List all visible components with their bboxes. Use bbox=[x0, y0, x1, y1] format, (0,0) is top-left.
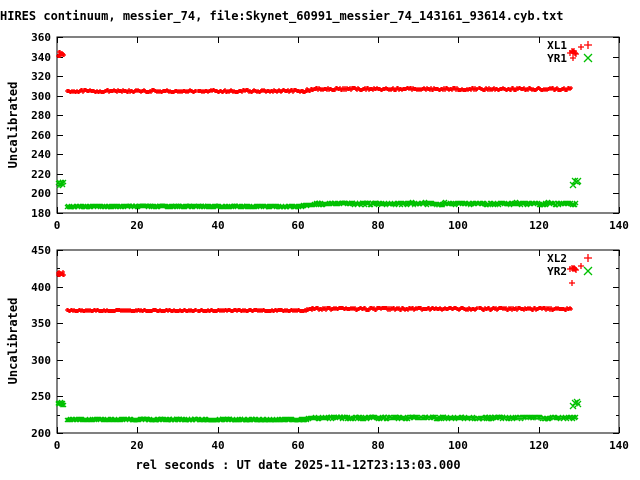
svg-text:280: 280 bbox=[31, 109, 51, 122]
svg-text:20: 20 bbox=[130, 219, 143, 232]
svg-text:300: 300 bbox=[31, 90, 51, 103]
series-YR2 bbox=[55, 398, 582, 423]
svg-text:320: 320 bbox=[31, 70, 51, 83]
svg-text:YR1: YR1 bbox=[547, 52, 567, 65]
plot-frame bbox=[56, 249, 620, 434]
chart-title: HIRES continuum, messier_74, file:Skynet… bbox=[0, 9, 564, 23]
svg-text:0: 0 bbox=[54, 439, 61, 452]
svg-text:120: 120 bbox=[529, 439, 549, 452]
svg-text:0: 0 bbox=[54, 219, 61, 232]
svg-text:220: 220 bbox=[31, 168, 51, 181]
svg-text:350: 350 bbox=[31, 317, 51, 330]
svg-text:XL2: XL2 bbox=[547, 252, 567, 265]
svg-text:240: 240 bbox=[31, 148, 51, 161]
svg-text:80: 80 bbox=[371, 439, 384, 452]
series-YR1 bbox=[55, 177, 582, 210]
svg-text:20: 20 bbox=[130, 439, 143, 452]
legend-item-YR1: YR1 bbox=[547, 52, 593, 65]
x-axis-label: rel seconds : UT date 2025-11-12T23:13:0… bbox=[135, 458, 461, 472]
svg-text:340: 340 bbox=[31, 51, 51, 64]
svg-text:80: 80 bbox=[371, 219, 384, 232]
tick-labels: 0 20 40 60 80 100 120 140 180 200 220 240 260 280 300 3… bbox=[31, 31, 629, 232]
cross-marker-icon bbox=[583, 266, 593, 276]
svg-text:360: 360 bbox=[31, 31, 51, 44]
svg-text:180: 180 bbox=[31, 207, 51, 220]
plus-marker-icon bbox=[584, 41, 592, 49]
series-XL2 bbox=[56, 263, 584, 313]
svg-text:260: 260 bbox=[31, 129, 51, 142]
legend-item-XL1: XL1 bbox=[547, 39, 592, 52]
svg-text:YR2: YR2 bbox=[547, 265, 567, 278]
plus-marker-icon bbox=[584, 254, 592, 262]
cross-marker-icon bbox=[583, 53, 593, 63]
svg-text:100: 100 bbox=[448, 219, 468, 232]
svg-text:200: 200 bbox=[31, 187, 51, 200]
svg-text:200: 200 bbox=[31, 427, 51, 440]
svg-text:250: 250 bbox=[31, 390, 51, 403]
svg-text:40: 40 bbox=[211, 439, 224, 452]
svg-text:120: 120 bbox=[529, 219, 549, 232]
svg-text:100: 100 bbox=[448, 439, 468, 452]
svg-text:300: 300 bbox=[31, 354, 51, 367]
plot-2: 0 20 40 60 80 100 120 140 200 250 300 350 400 450 XL2Y… bbox=[31, 244, 629, 452]
svg-text:60: 60 bbox=[291, 219, 304, 232]
svg-text:400: 400 bbox=[31, 281, 51, 294]
svg-text:60: 60 bbox=[291, 439, 304, 452]
plot-frame bbox=[56, 36, 620, 214]
series-XL1 bbox=[56, 44, 584, 94]
svg-text:140: 140 bbox=[609, 439, 629, 452]
svg-text:XL1: XL1 bbox=[547, 39, 567, 52]
legend-item-XL2: XL2 bbox=[547, 252, 592, 265]
legend-item-YR2: YR2 bbox=[547, 265, 593, 278]
tick-labels: 0 20 40 60 80 100 120 140 200 250 300 350 400 450 bbox=[31, 244, 629, 452]
svg-text:140: 140 bbox=[609, 219, 629, 232]
plot-1: 0 20 40 60 80 100 120 140 180 200 220 240 260 280 300 3… bbox=[31, 31, 629, 232]
svg-text:450: 450 bbox=[31, 244, 51, 257]
svg-text:40: 40 bbox=[211, 219, 224, 232]
